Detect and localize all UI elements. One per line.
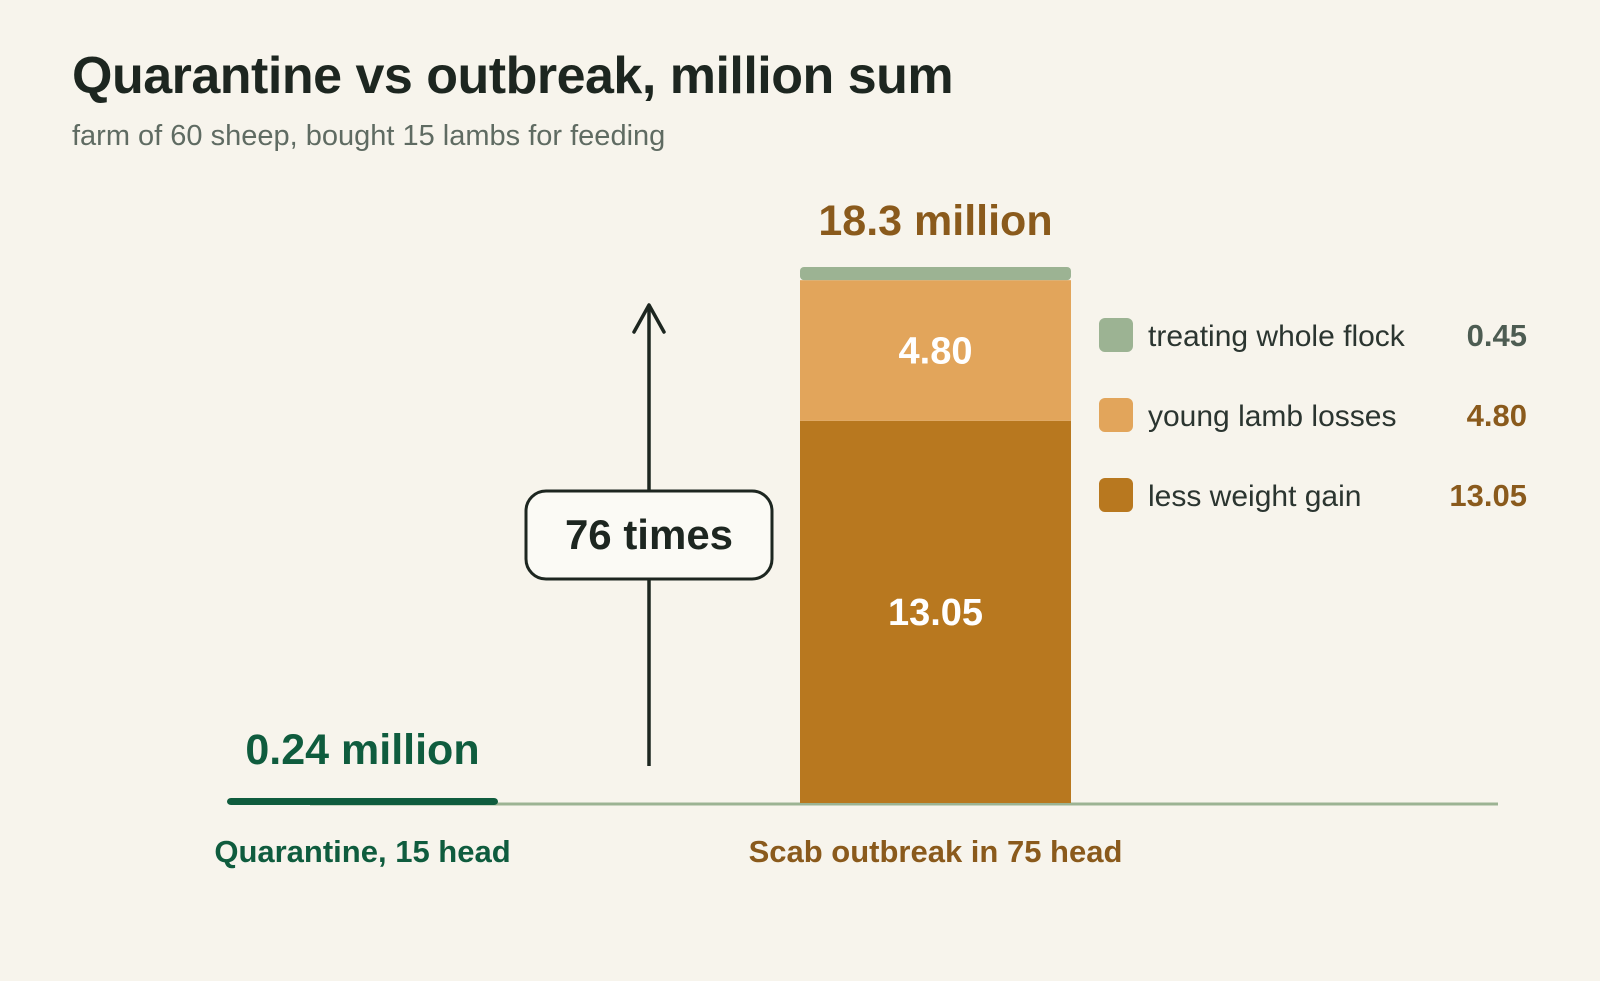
legend-item-treating-label: treating whole flock bbox=[1148, 320, 1406, 353]
annotation-arrow-head bbox=[632, 303, 666, 334]
legend-item-lamb-losses-label: young lamb losses bbox=[1148, 400, 1396, 433]
annotation-text: 76 times bbox=[565, 511, 733, 558]
category-label-quarantine: Quarantine, 15 head bbox=[214, 834, 510, 869]
legend-item-weight-gain-label: less weight gain bbox=[1148, 480, 1361, 513]
bar-label-lamb-losses: 4.80 bbox=[899, 330, 973, 372]
legend-item-lamb-losses-value: 4.80 bbox=[1467, 398, 1527, 433]
annotation-box bbox=[524, 489, 774, 581]
legend-item-treating-value: 0.45 bbox=[1467, 318, 1527, 353]
chart-subtitle: farm of 60 sheep, bought 15 lambs for fe… bbox=[72, 120, 666, 152]
total-label-outbreak: 18.3 million bbox=[818, 197, 1052, 245]
bar-segment-weight-gain bbox=[800, 420, 1071, 803]
category-label-outbreak: Scab outbreak in 75 head bbox=[749, 834, 1123, 869]
legend-item-weight-gain-swatch bbox=[1099, 478, 1133, 512]
legend-item-lamb-losses-swatch bbox=[1099, 398, 1133, 432]
legend-item-treating-swatch bbox=[1099, 318, 1133, 352]
total-label-quarantine: 0.24 million bbox=[245, 726, 479, 774]
bar-label-weight-gain: 13.05 bbox=[888, 592, 983, 634]
bar-segment-treating bbox=[800, 267, 1071, 281]
bar-segment-lamb-losses bbox=[800, 280, 1071, 421]
chart-title: Quarantine vs outbreak, million sum bbox=[72, 47, 954, 105]
bar-quarantine bbox=[227, 797, 498, 805]
legend-item-weight-gain-value: 13.05 bbox=[1449, 478, 1527, 513]
